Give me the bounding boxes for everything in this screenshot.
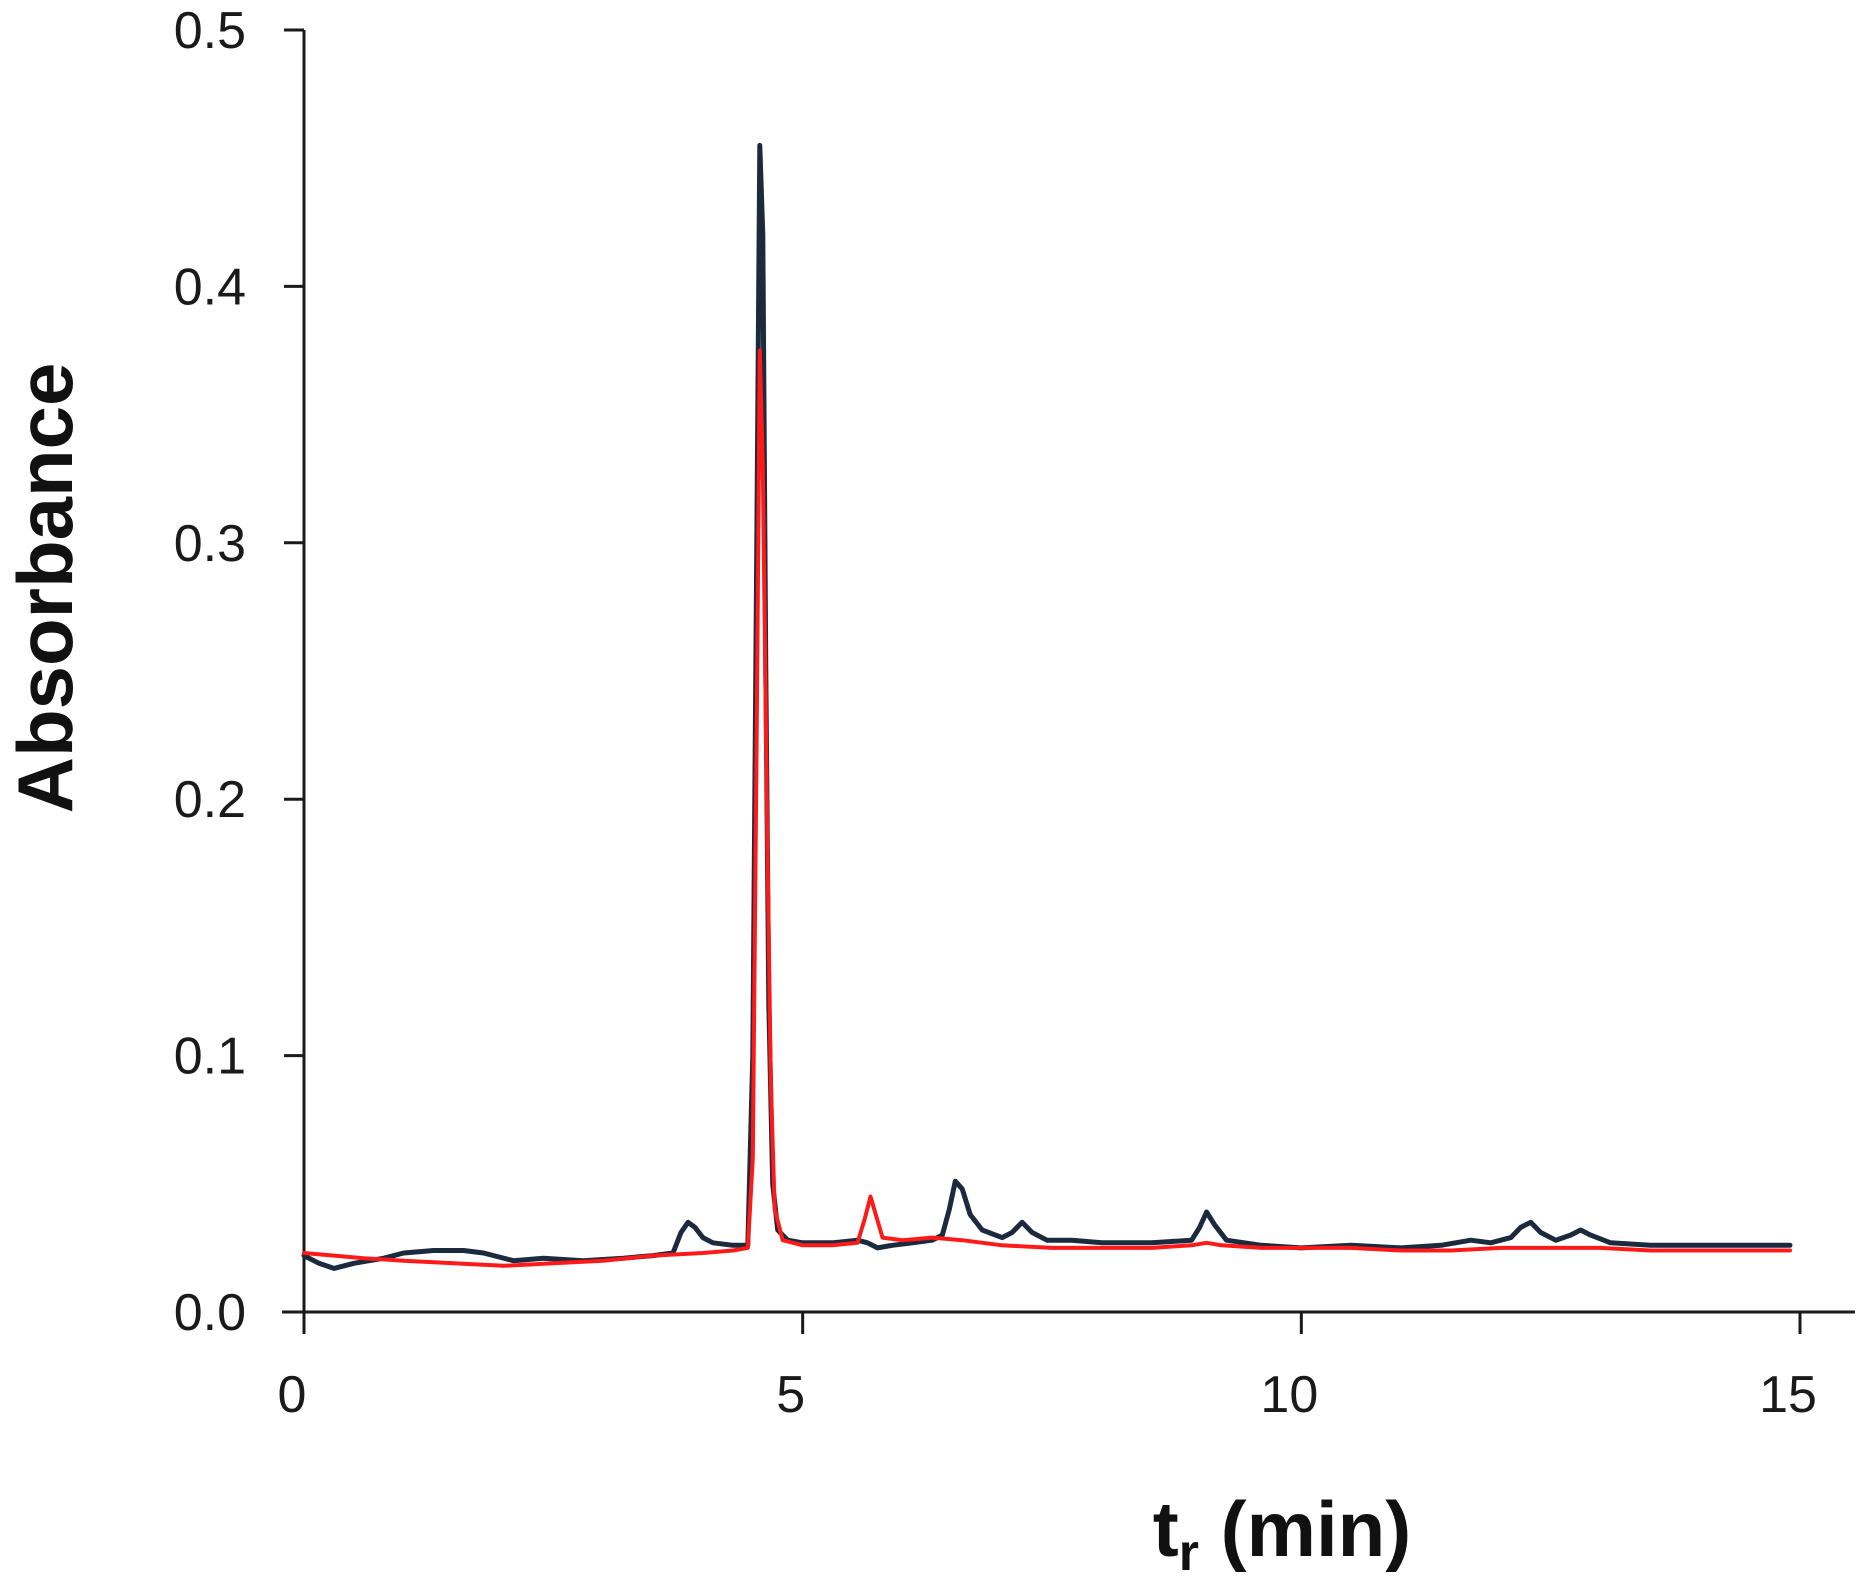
series-line-1 <box>301 142 1793 1271</box>
y-tick-label: 0.5 <box>174 2 246 60</box>
y-tick-label: 0.1 <box>174 1028 246 1086</box>
series-group <box>301 142 1793 1271</box>
y-tick-label: 0.2 <box>174 771 246 829</box>
x-tick-label: 5 <box>776 1366 805 1424</box>
y-axis-ticks: 0.0 0.1 0.2 0.3 0.4 0.5 <box>174 2 304 1342</box>
x-axis-title-subscript: r <box>1179 1524 1199 1582</box>
series-line-2 <box>302 348 1792 1268</box>
x-tick-label: 15 <box>1759 1366 1817 1424</box>
x-axis-title-unit: (min) <box>1199 1485 1411 1573</box>
y-tick-label: 0.3 <box>174 515 246 573</box>
y-tick-label: 0.0 <box>174 1284 246 1342</box>
x-tick-label: 10 <box>1260 1366 1318 1424</box>
y-tick-label: 0.4 <box>174 258 246 316</box>
x-tick-label: 0 <box>278 1366 307 1424</box>
y-axis-title: Absorbance <box>1 363 89 814</box>
x-axis-title-main: t <box>1153 1485 1179 1573</box>
x-axis-ticks: 0 5 10 15 <box>278 1312 1817 1424</box>
x-axis-title: tr (min) <box>1153 1485 1412 1582</box>
